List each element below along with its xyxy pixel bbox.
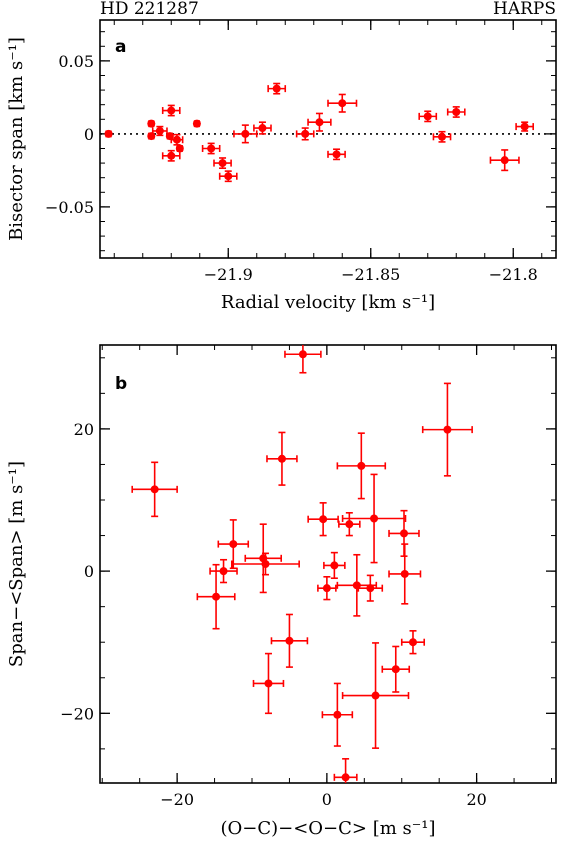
x-tick-label: −20 bbox=[160, 790, 194, 809]
panel-b-label: b bbox=[115, 374, 127, 394]
data-point bbox=[201, 142, 221, 155]
data-point bbox=[267, 82, 287, 95]
data-point bbox=[270, 613, 309, 668]
data-point bbox=[323, 551, 346, 580]
y-tick-label: 20 bbox=[74, 420, 94, 439]
data-point bbox=[266, 431, 298, 486]
data-point bbox=[341, 642, 410, 749]
data-point bbox=[151, 125, 168, 137]
data-point bbox=[244, 523, 283, 594]
data-point bbox=[131, 461, 178, 518]
data-point bbox=[333, 758, 358, 783]
y-tick-label: −20 bbox=[60, 704, 94, 723]
x-tick-label: 0 bbox=[322, 790, 332, 809]
data-point bbox=[307, 112, 332, 132]
panel-a: a Radial velocity [km s⁻¹] Bisector span… bbox=[6, 19, 557, 313]
panel-b-ticks: −20 0 20 −20 0 20 bbox=[60, 345, 556, 809]
data-point bbox=[295, 127, 315, 141]
data-point bbox=[230, 552, 300, 576]
instrument-name: HARPS bbox=[493, 0, 556, 19]
panel-a-points bbox=[104, 82, 535, 183]
data-point bbox=[252, 652, 285, 715]
data-point bbox=[175, 144, 184, 153]
panel-b-ylabel: Span−<Span> [m s⁻¹] bbox=[6, 461, 27, 667]
y-tick-label: −0.05 bbox=[45, 198, 94, 217]
data-point bbox=[165, 132, 174, 141]
data-point bbox=[418, 110, 438, 123]
panel-b-points bbox=[131, 345, 473, 783]
panel-b-xlabel: (O−C)−<O−C> [m s⁻¹] bbox=[220, 818, 435, 839]
panel-a-ticks: −21.9 −21.85 −21.8 −0.05 0 0.05 bbox=[45, 20, 556, 284]
panel-a-frame bbox=[99, 19, 557, 259]
data-point bbox=[327, 148, 346, 161]
panel-b: b (O−C)−<O−C> [m s⁻¹] Span−<Span> [m s⁻¹… bbox=[6, 344, 557, 839]
panel-a-ylabel: Bisector span [km s⁻¹] bbox=[6, 37, 27, 241]
data-point bbox=[307, 502, 339, 537]
x-tick-label: −21.85 bbox=[341, 265, 400, 284]
data-point bbox=[446, 106, 466, 118]
data-point bbox=[213, 157, 232, 170]
data-point bbox=[489, 149, 520, 172]
data-point bbox=[421, 382, 473, 477]
y-tick-label: 0.05 bbox=[58, 52, 94, 71]
data-point bbox=[388, 543, 422, 605]
x-tick-label: −21.8 bbox=[489, 265, 538, 284]
data-point bbox=[161, 104, 181, 117]
data-point bbox=[170, 133, 184, 146]
data-point bbox=[218, 170, 238, 183]
x-tick-label: −21.9 bbox=[204, 265, 253, 284]
data-point bbox=[196, 563, 236, 630]
data-point bbox=[147, 132, 156, 141]
data-point bbox=[381, 645, 411, 693]
data-point bbox=[327, 93, 358, 113]
data-point bbox=[432, 130, 452, 143]
object-name: HD 221287 bbox=[100, 0, 199, 19]
x-tick-label: 20 bbox=[466, 790, 486, 809]
data-point bbox=[284, 345, 322, 374]
data-point bbox=[192, 119, 201, 128]
data-point bbox=[217, 519, 250, 570]
data-point bbox=[338, 512, 361, 537]
data-point bbox=[515, 121, 535, 132]
data-point bbox=[341, 473, 407, 564]
data-point bbox=[253, 121, 272, 135]
data-point bbox=[321, 682, 354, 747]
y-tick-label: 0 bbox=[84, 562, 94, 581]
panel-a-label: a bbox=[115, 37, 126, 57]
data-point bbox=[336, 432, 387, 500]
data-point bbox=[400, 630, 426, 655]
data-point bbox=[233, 124, 258, 144]
y-tick-label: 0 bbox=[84, 125, 94, 144]
data-point bbox=[209, 558, 238, 584]
data-point bbox=[317, 575, 337, 601]
data-point bbox=[357, 574, 384, 602]
panel-a-xlabel: Radial velocity [km s⁻¹] bbox=[221, 292, 435, 313]
data-point bbox=[161, 149, 181, 162]
data-point bbox=[104, 129, 113, 138]
panel-b-frame bbox=[99, 344, 557, 784]
data-point bbox=[147, 119, 156, 128]
